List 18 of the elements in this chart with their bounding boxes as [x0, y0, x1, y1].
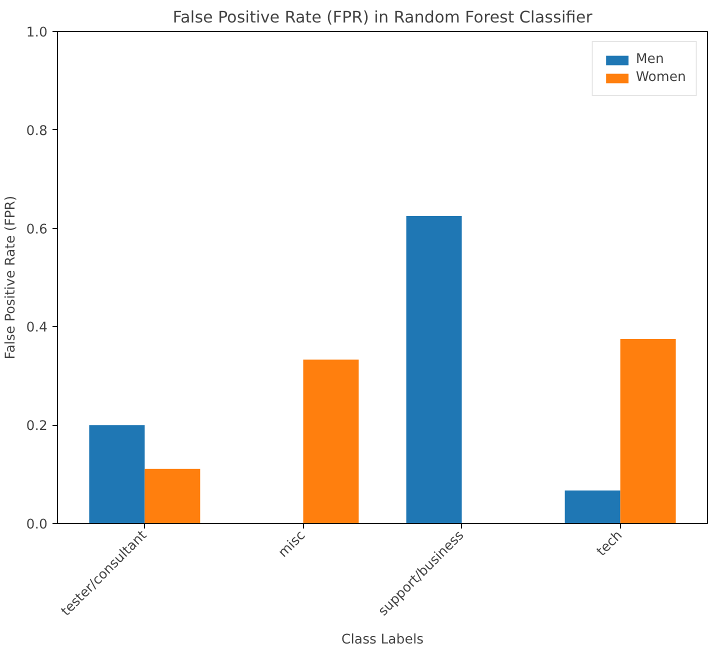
- y-tick-label: 0.4: [26, 320, 48, 336]
- y-axis-title: False Positive Rate (FPR): [3, 196, 18, 360]
- y-tick-label: 0.2: [26, 419, 48, 434]
- bar: [406, 216, 462, 524]
- x-axis-title: Class Labels: [341, 632, 424, 648]
- y-tick-label: 0.0: [26, 518, 48, 532]
- bar: [620, 339, 676, 524]
- bar: [144, 468, 200, 524]
- y-tick-label: 0.8: [26, 124, 48, 139]
- bar: [303, 360, 359, 524]
- x-tick-label: tech: [594, 528, 626, 560]
- y-tick-label: 0.6: [26, 222, 48, 238]
- bar: [89, 425, 145, 524]
- chart-title: False Positive Rate (FPR) in Random Forest Classifier: [172, 8, 593, 26]
- y-tick-label: 1.0: [26, 26, 48, 40]
- legend-label: Women: [636, 70, 686, 85]
- bar: [564, 490, 620, 524]
- legend-label: Men: [636, 52, 664, 67]
